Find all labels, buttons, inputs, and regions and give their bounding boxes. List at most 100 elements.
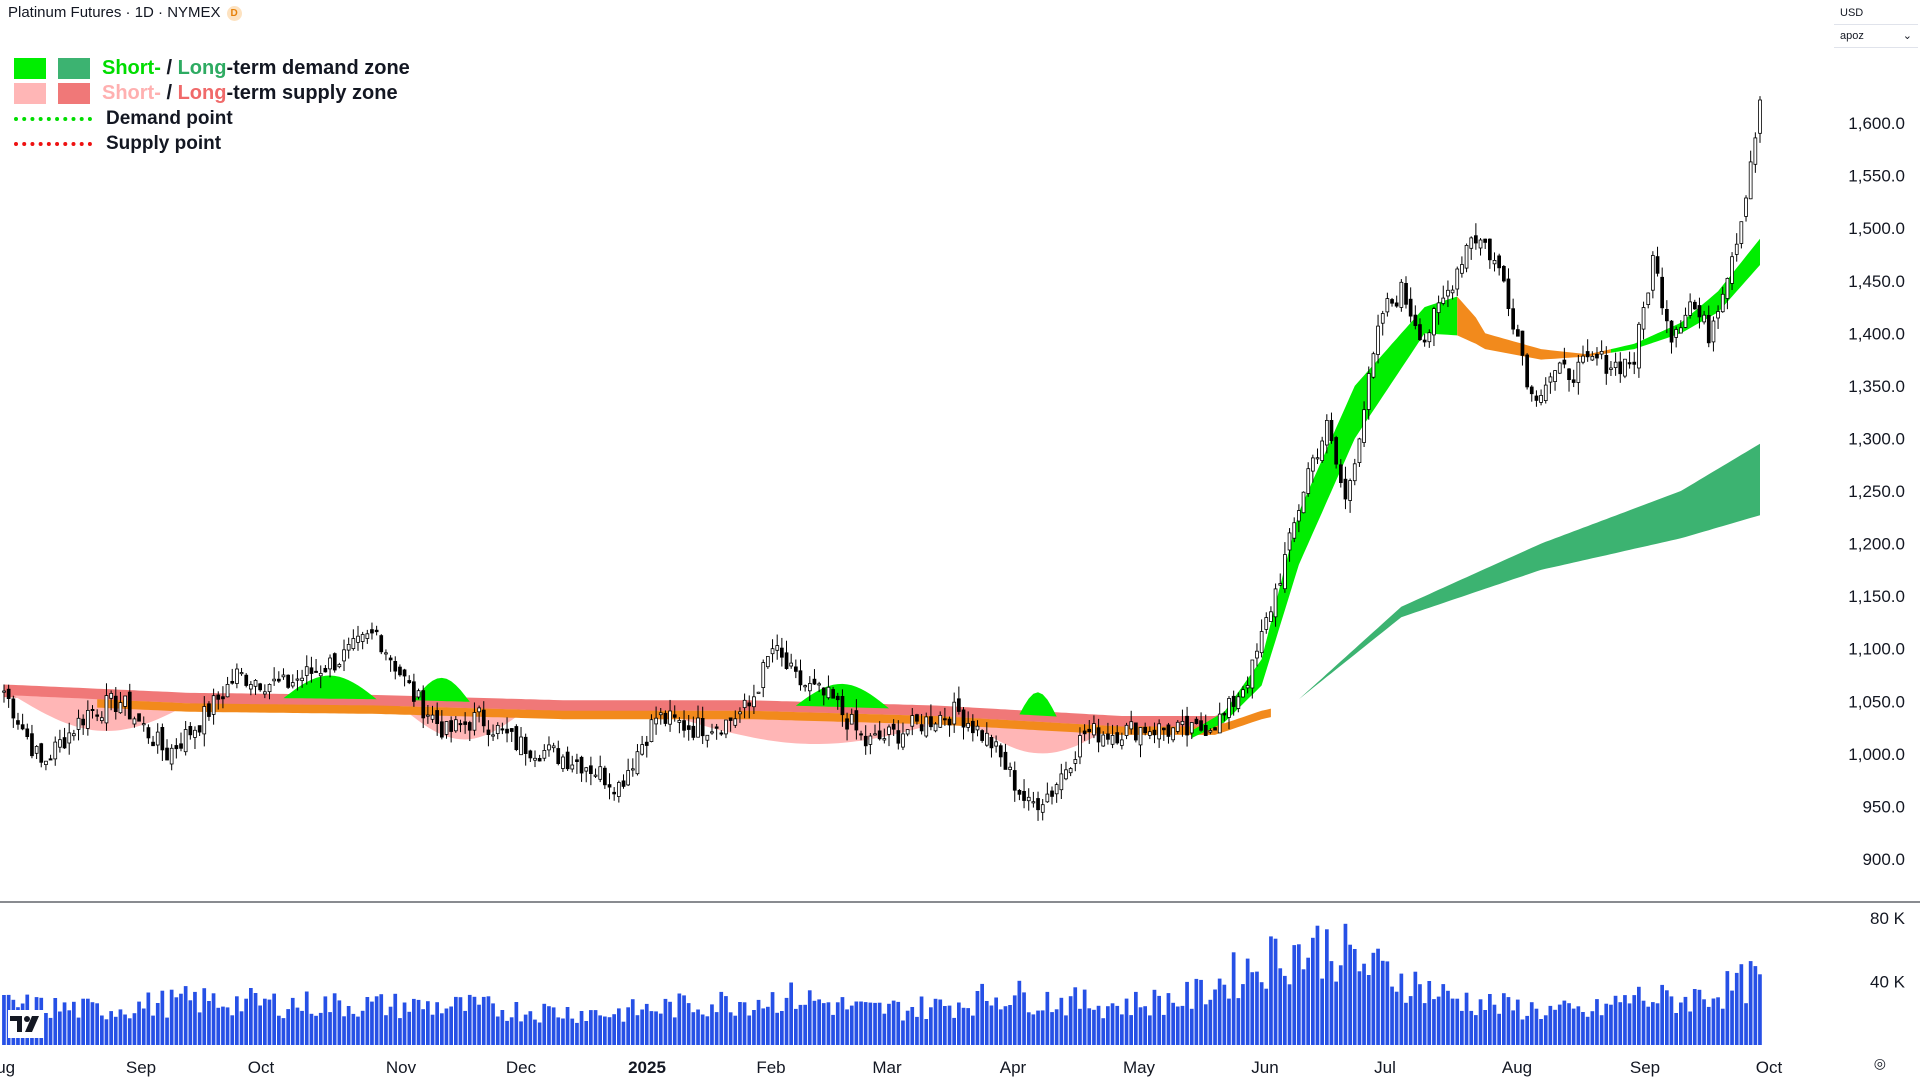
candle	[76, 717, 81, 730]
volume-bar	[211, 993, 216, 1045]
volume-bar	[165, 1017, 169, 1045]
settings-gear-icon[interactable]: ◎	[1873, 1055, 1886, 1071]
volume-bar	[1022, 992, 1026, 1045]
volume-bar	[1734, 972, 1739, 1045]
candle	[1711, 320, 1716, 343]
price-tick-label: 1,600.0	[1848, 114, 1905, 133]
volume-bar	[747, 1015, 752, 1045]
volume-bar	[794, 1008, 798, 1045]
candle	[1292, 522, 1297, 539]
volume-bar	[1269, 936, 1273, 1045]
volume-bar	[873, 1002, 877, 1045]
candle	[472, 712, 477, 731]
candle	[1418, 324, 1422, 341]
volume-bar	[1101, 1018, 1106, 1045]
volume-bar	[183, 986, 188, 1045]
candle	[393, 661, 398, 672]
volume-bar	[700, 1014, 705, 1045]
price-axis: 1,600.0 1,550.0 1,500.0 1,450.0 1,400.0 1,350…	[1848, 114, 1905, 869]
candle	[752, 696, 756, 708]
volume-bar	[1338, 965, 1343, 1045]
volume-bar	[1469, 1010, 1474, 1045]
tradingview-logo-icon[interactable]	[8, 1010, 44, 1038]
candle	[137, 713, 141, 722]
volume-bar	[910, 1007, 915, 1045]
volume-bar	[551, 1007, 556, 1045]
candle	[481, 709, 486, 727]
candle	[1744, 197, 1748, 217]
volume-bar	[1180, 1005, 1185, 1045]
volume-bar	[952, 1017, 956, 1045]
indicator-selector[interactable]: apoz ⌄	[1834, 25, 1918, 48]
candle	[95, 714, 99, 717]
volume-bar	[1222, 984, 1227, 1045]
candle	[1231, 695, 1236, 707]
candle	[1026, 796, 1031, 802]
candle	[286, 674, 291, 688]
volume-bar	[1725, 971, 1730, 1045]
volume-bar	[1679, 1002, 1683, 1045]
candle	[1520, 330, 1525, 356]
volume-bar	[658, 1013, 663, 1045]
price-tick-label: 1,250.0	[1848, 482, 1905, 501]
candle	[67, 732, 72, 744]
candle	[151, 741, 155, 747]
volume-bar	[1231, 952, 1236, 1045]
candle	[635, 751, 640, 775]
candle	[509, 728, 514, 732]
volume-bar	[467, 994, 472, 1045]
currency-selector[interactable]: USD	[1834, 2, 1918, 25]
volume-bar	[1627, 1003, 1632, 1045]
candle	[1413, 314, 1418, 327]
candle	[1464, 244, 1469, 269]
volume-bar	[1394, 991, 1399, 1045]
candle	[1171, 727, 1175, 741]
short-demand-zone	[1610, 238, 1760, 353]
candle	[1581, 355, 1585, 363]
volume-bar	[1753, 966, 1758, 1045]
candle	[300, 677, 305, 682]
volume-bar	[272, 993, 276, 1045]
candle	[248, 684, 253, 690]
volume-bar	[76, 1017, 81, 1045]
candle	[1637, 323, 1641, 369]
candle	[621, 780, 626, 787]
volume-bar	[612, 1014, 616, 1045]
candle	[947, 718, 952, 726]
candle	[1460, 264, 1464, 274]
candle	[1180, 721, 1185, 726]
candle	[337, 664, 342, 668]
price-tick-label: 1,150.0	[1848, 587, 1905, 606]
legend-demand-long: Long	[177, 57, 227, 79]
volume-bar	[770, 992, 775, 1045]
candle	[1157, 723, 1161, 740]
supply-point-swatch	[14, 141, 92, 146]
volume-bar	[379, 994, 384, 1045]
volume-bar	[1087, 1008, 1092, 1045]
volume-bar	[412, 998, 416, 1045]
volume-bar	[1497, 1013, 1501, 1045]
price-tick-label: 1,450.0	[1848, 272, 1905, 291]
price-tick-label: 1,000.0	[1848, 745, 1905, 764]
candle	[2, 690, 6, 693]
candle	[1595, 353, 1599, 359]
time-tick-label: Jun	[1251, 1058, 1278, 1077]
candle	[1511, 308, 1515, 330]
symbol-title[interactable]: Platinum Futures · 1D · NYMEX	[8, 4, 221, 21]
candle	[640, 744, 645, 755]
volume-bar	[1483, 1010, 1487, 1045]
volume-bar	[1665, 990, 1669, 1045]
time-tick-label: Jul	[1374, 1058, 1396, 1077]
candle	[72, 733, 76, 737]
candle	[314, 670, 318, 673]
candle	[998, 745, 1003, 758]
currency-label: USD	[1840, 7, 1864, 19]
candle	[658, 712, 663, 716]
volume-bar	[132, 1013, 137, 1045]
volume-bar	[1036, 1010, 1040, 1045]
candle	[1134, 722, 1138, 741]
volume-bar	[1562, 1000, 1567, 1045]
candle	[1567, 368, 1571, 380]
